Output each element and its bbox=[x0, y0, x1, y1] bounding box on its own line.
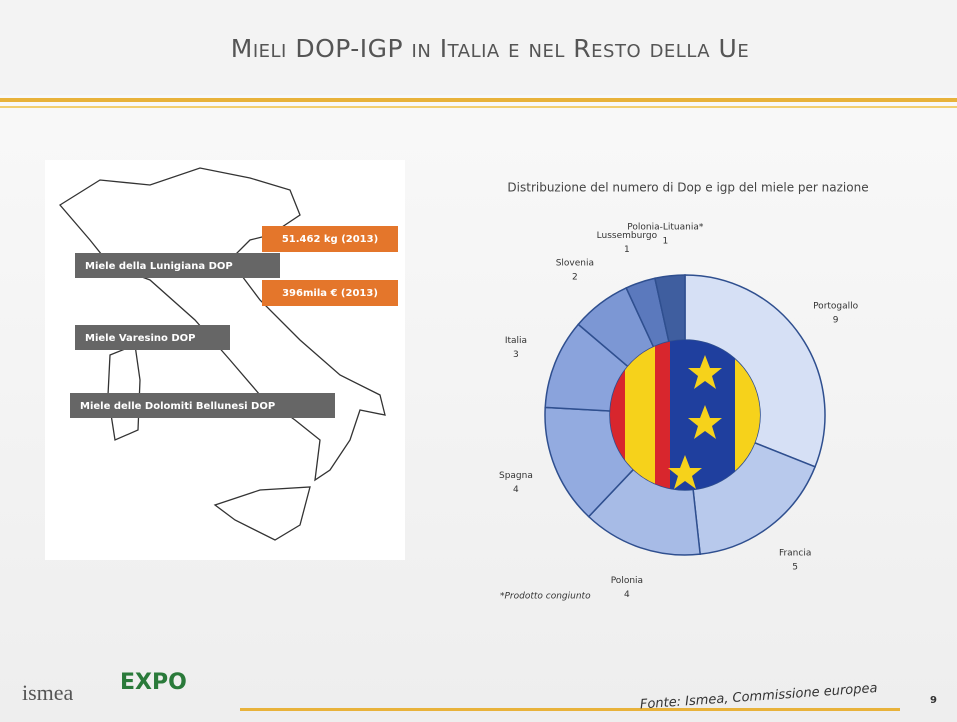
chart-note: *Prodotto congiunto bbox=[500, 592, 591, 602]
chart-title: Distribuzione del numero di Dop e igp de… bbox=[507, 181, 868, 195]
stat-label: 396mila € (2013) bbox=[282, 288, 378, 299]
gold-line bbox=[0, 106, 957, 108]
slice-value: 1 bbox=[624, 245, 630, 255]
slice-value: 4 bbox=[513, 485, 519, 495]
slice-label: Lussemburgo bbox=[597, 231, 658, 241]
slice-value: 3 bbox=[513, 350, 519, 360]
slice-label: Polonia-Lituania* bbox=[627, 223, 704, 233]
source: Fonte: Ismea, Commissione europea bbox=[639, 681, 877, 713]
sicily-outline bbox=[213, 486, 311, 541]
slide-title: Mieli DOP-IGP in Italia e nel Resto dell… bbox=[231, 34, 749, 63]
slice-value: 1 bbox=[662, 237, 668, 247]
slice-value: 4 bbox=[624, 590, 630, 600]
slice-value: 5 bbox=[792, 562, 798, 572]
slice-label: Polonia bbox=[611, 576, 643, 586]
honey-label: Miele della Lunigiana DOP bbox=[85, 261, 233, 272]
slice-label: Spagna bbox=[499, 471, 533, 481]
label-box bbox=[75, 253, 280, 278]
slice-label: Slovenia bbox=[556, 259, 594, 269]
slice-label: Italia bbox=[505, 336, 527, 346]
gold-line bbox=[0, 98, 957, 102]
donut bbox=[544, 274, 826, 556]
stat-box bbox=[262, 280, 398, 306]
footer-line bbox=[240, 708, 900, 711]
center-emblem bbox=[610, 340, 760, 490]
map-panel bbox=[45, 160, 405, 560]
stat-box bbox=[262, 226, 398, 252]
slice-value: 2 bbox=[572, 273, 578, 283]
header-band bbox=[0, 0, 957, 95]
ismea-logo: ismea bbox=[22, 680, 74, 705]
honey-label: Miele Varesino DOP bbox=[85, 333, 196, 344]
slice-value: 9 bbox=[833, 315, 839, 325]
expo-logo: EXPO bbox=[120, 670, 187, 695]
page-number: 9 bbox=[930, 695, 937, 706]
label-box bbox=[75, 325, 230, 350]
honey-label: Miele delle Dolomiti Bellunesi DOP bbox=[80, 401, 275, 412]
label-box bbox=[70, 393, 335, 418]
slice-label: Portogallo bbox=[813, 301, 859, 311]
stat-label: 51.462 kg (2013) bbox=[282, 234, 378, 245]
slice-label: Francia bbox=[779, 548, 811, 558]
